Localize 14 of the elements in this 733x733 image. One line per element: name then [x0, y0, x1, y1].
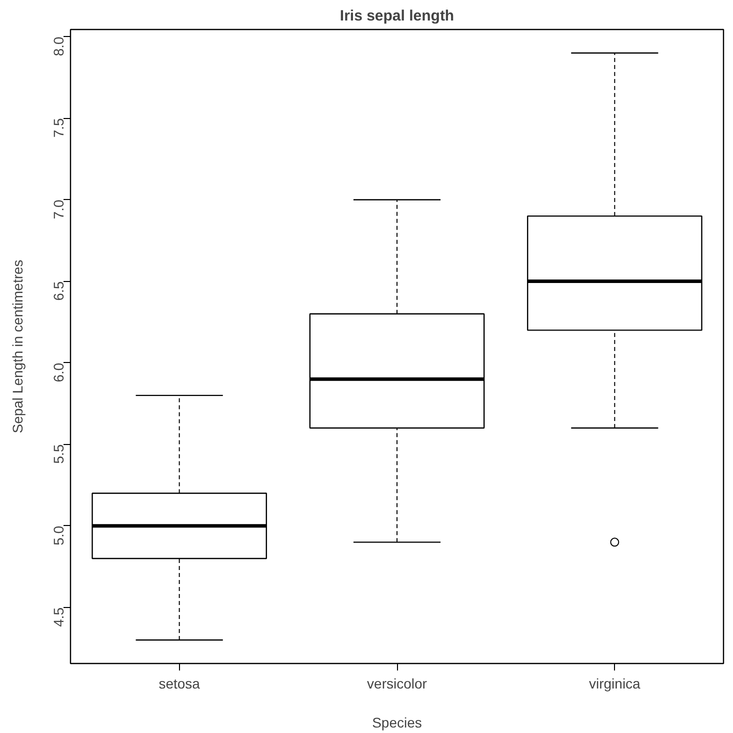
- x-tick-label: virginica: [588, 676, 641, 692]
- y-tick-label: 7.0: [50, 200, 66, 220]
- x-tick-label: versicolor: [367, 676, 428, 692]
- chart-title: Iris sepal length: [340, 8, 454, 24]
- y-tick-label: 5.5: [50, 444, 66, 464]
- y-tick-label: 7.5: [50, 118, 66, 138]
- x-axis-title: Species: [372, 714, 422, 730]
- y-axis-title: Sepal Length in centimetres: [10, 260, 26, 434]
- x-tick-label: setosa: [158, 676, 200, 692]
- y-tick-label: 6.0: [50, 362, 66, 382]
- y-tick-label: 8.0: [50, 36, 66, 56]
- y-tick-label: 6.5: [50, 281, 66, 301]
- y-tick-label: 5.0: [50, 526, 66, 546]
- y-tick-label: 4.5: [50, 607, 66, 627]
